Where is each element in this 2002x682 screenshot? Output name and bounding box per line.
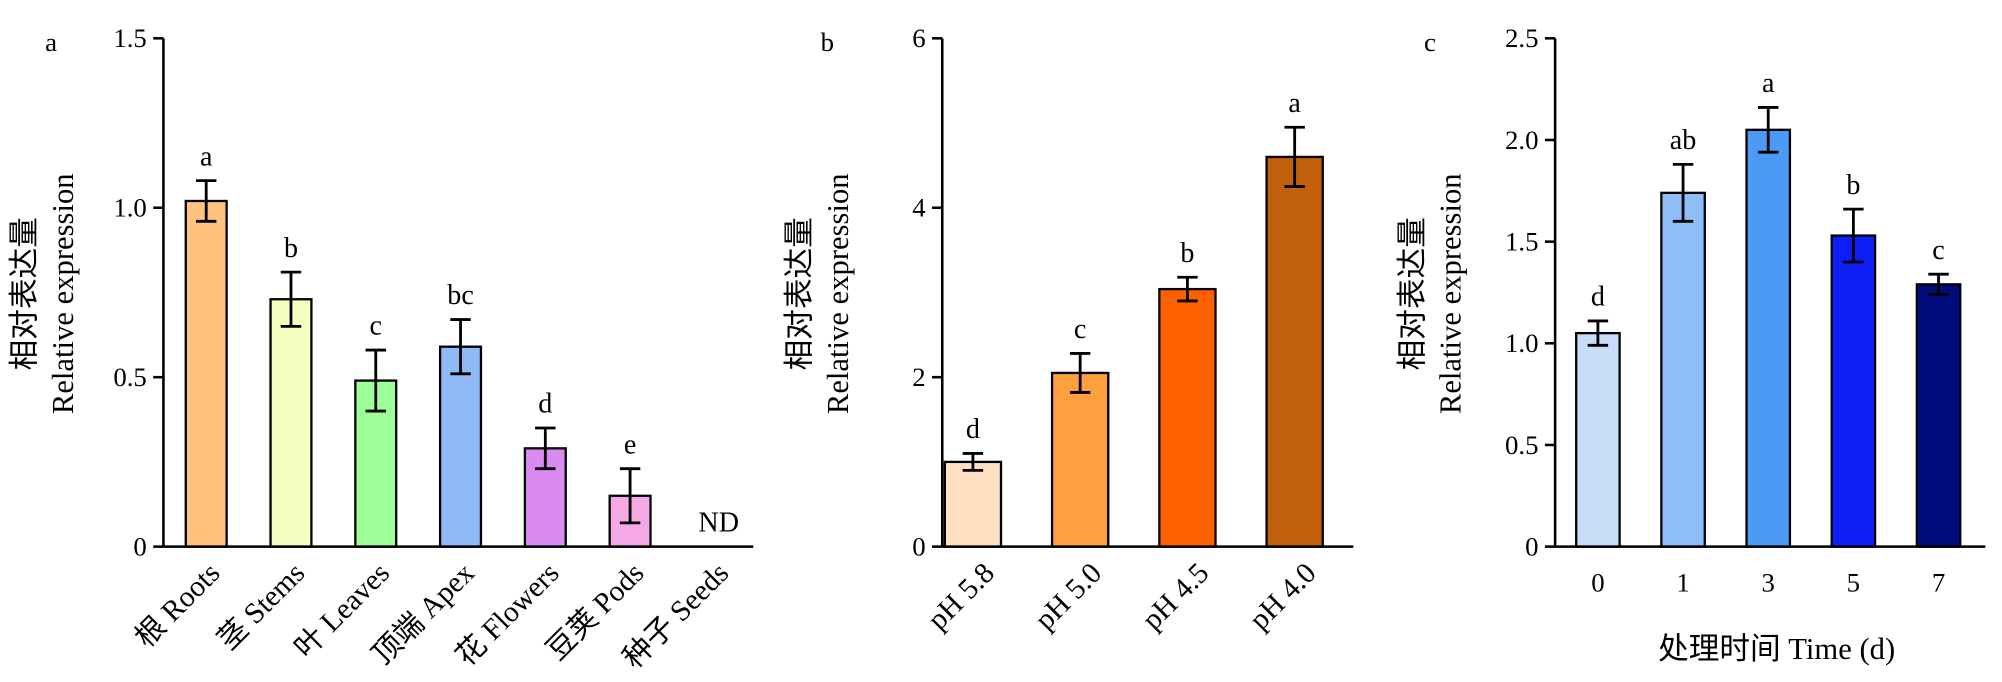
bar (1660, 191, 1706, 548)
y-tick-label: 0.5 (113, 362, 146, 392)
y-tick-label: 2.5 (1505, 23, 1538, 53)
y-tick-label: 1.0 (113, 193, 146, 223)
y-tick-label: 2.0 (1505, 125, 1538, 155)
y-tick-label: 2 (912, 362, 925, 392)
y-axis-label: 相对表达量 (7, 217, 41, 370)
x-tick-label: 5 (1847, 567, 1860, 597)
bar (1575, 331, 1621, 548)
bar (1915, 283, 1962, 548)
significance-letter: b (1846, 170, 1860, 201)
bar (1158, 287, 1217, 548)
x-tick-label: 3 (1762, 567, 1775, 597)
significance-letter: d (1591, 282, 1605, 313)
significance-letter: bc (447, 280, 474, 311)
y-axis-label: Relative expression (1434, 173, 1468, 414)
y-tick-label: 1.5 (1505, 227, 1538, 257)
y-axis-label: 相对表达量 (782, 217, 816, 370)
bar (1745, 128, 1792, 548)
significance-letter: b (284, 233, 298, 264)
significance-letter: a (1288, 88, 1301, 119)
significance-letter: d (538, 389, 552, 420)
x-tick-label: pH 5.0 (1029, 557, 1108, 636)
significance-letter: ab (1670, 125, 1697, 156)
y-axis-label: 相对表达量 (1395, 217, 1429, 370)
significance-letter: a (1762, 68, 1775, 99)
x-tick-label: pH 4.0 (1243, 557, 1322, 636)
bar (269, 298, 313, 548)
x-tick-label: 7 (1932, 567, 1945, 597)
y-tick-label: 0 (1525, 532, 1538, 562)
bar (943, 460, 1003, 548)
x-tick-label: 0 (1591, 567, 1604, 597)
bar (438, 345, 483, 548)
significance-letter: c (1932, 235, 1944, 266)
x-axis-label: 处理时间 Time (d) (1658, 632, 1895, 666)
x-tick-label: 根 Roots (129, 556, 227, 654)
panel-label: c (1424, 27, 1436, 57)
not-detected-label: ND (698, 507, 739, 538)
panel-label: b (821, 27, 834, 57)
y-tick-label: 1.5 (113, 23, 146, 53)
x-tick-label: 1 (1676, 567, 1689, 597)
y-tick-label: 4 (912, 193, 925, 223)
y-tick-label: 0 (912, 532, 925, 562)
bar (1265, 155, 1324, 548)
bar (1050, 371, 1110, 548)
x-tick-label: pH 5.8 (922, 557, 1001, 636)
x-tick-label: pH 4.5 (1136, 557, 1215, 636)
significance-letter: c (1074, 314, 1086, 345)
panel-label: a (45, 27, 57, 57)
y-axis-label: Relative expression (821, 173, 855, 414)
y-tick-label: 6 (912, 23, 925, 53)
y-tick-label: 0 (133, 532, 146, 562)
significance-letter: b (1180, 238, 1194, 269)
y-tick-label: 0.5 (1505, 430, 1538, 460)
significance-letter: e (624, 429, 636, 460)
significance-letter: d (966, 414, 980, 445)
y-tick-label: 1.0 (1505, 328, 1538, 358)
chart-panel-b: b 相对表达量 Relative expression d pH 5.8 c pH 5.0 b… (782, 23, 1354, 636)
significance-letter: a (200, 141, 213, 172)
y-axis-label: Relative expression (46, 173, 80, 414)
bar (184, 199, 228, 548)
bar (1830, 234, 1877, 548)
significance-letter: c (370, 311, 382, 342)
chart-panel-c: c 相对表达量 Relative expression d 0 ab 1 a 3 b 5 c 7 0 0.5… (1395, 23, 1986, 666)
